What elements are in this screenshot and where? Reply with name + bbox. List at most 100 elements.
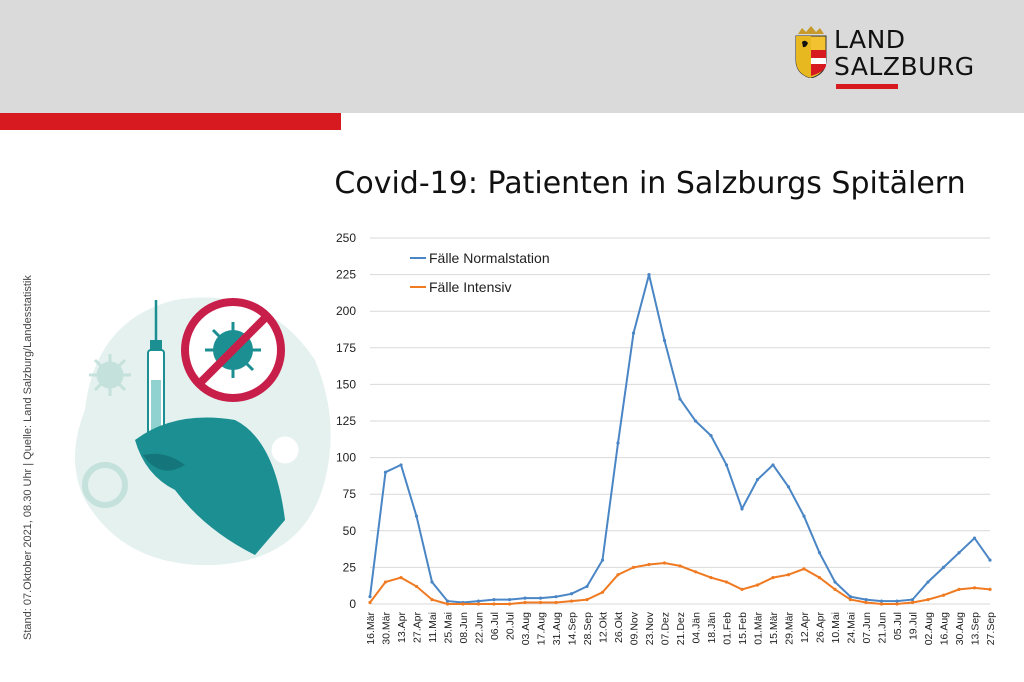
data-point [802,567,806,571]
x-tick-label: 16.Mär [365,612,377,645]
x-tick-label: 24.Mai [846,612,858,644]
data-point [399,463,403,467]
data-point [755,583,760,587]
data-point [786,573,791,577]
legend-label: Fälle Intensiv [429,279,511,295]
data-point [926,598,930,602]
data-point [383,470,388,474]
x-tick-label: 15.Feb [737,612,749,645]
x-tick-label: 13.Sep [970,612,982,645]
data-point [430,598,434,602]
x-tick-label: 12.Apr [799,611,811,642]
x-tick-label: 01.Feb [722,612,734,645]
x-tick-label: 19.Jul [908,612,920,640]
data-point [802,514,806,518]
legend-label: Fälle Normalstation [429,250,550,266]
y-tick-label: 225 [336,268,356,282]
data-point [941,593,946,597]
data-point [771,463,775,467]
data-point [569,599,574,603]
source-note: Stand: 07.Oktober 2021, 08.30 Uhr | Quel… [22,275,34,640]
data-point [492,598,496,602]
data-point [709,434,713,438]
data-point [445,599,450,603]
data-point [740,507,744,511]
data-point [445,602,450,606]
x-tick-label: 29.Mär [784,612,796,645]
data-point [755,477,760,482]
data-point [910,598,915,602]
data-point [585,584,589,589]
y-tick-label: 25 [343,560,357,574]
x-tick-label: 02.Aug [923,612,935,645]
data-point [848,595,853,599]
data-point [848,598,853,602]
data-point [507,598,512,602]
y-tick-label: 75 [343,487,357,501]
data-point [616,573,620,577]
data-point [523,596,527,600]
data-point [864,598,868,602]
data-point [724,580,729,584]
data-point [461,602,465,606]
x-tick-label: 07.Dez [660,612,672,645]
data-point [507,602,512,606]
coat-of-arms-icon [795,26,827,78]
data-point [368,600,372,605]
brand-name: LAND SALZBURG [834,26,975,80]
data-point [538,596,543,600]
data-point [647,273,651,277]
data-point [941,565,946,569]
data-point [988,587,992,591]
y-tick-label: 175 [336,341,356,355]
data-point [600,590,605,594]
data-point [631,565,636,569]
data-point [895,599,899,603]
data-point [895,602,899,606]
x-tick-label: 30.Mär [381,612,393,645]
data-point [833,580,837,584]
x-tick-label: 06.Jul [489,612,501,640]
x-tick-label: 22.Jun [474,612,486,644]
data-point [879,602,884,606]
data-point [678,564,682,568]
header-band [0,0,1024,113]
x-tick-label: 14.Sep [567,612,579,645]
hospital-patients-line-chart: 0 25 50 75 100 125 150 175 200 225 250 16.Mär 30.Mär… [336,231,997,645]
x-tick-label: 04.Jän [691,612,703,644]
x-tick-label: 17.Aug [536,612,548,645]
data-point [554,595,558,599]
data-point [678,397,682,401]
data-point [538,600,543,605]
data-point [430,580,434,584]
data-point [616,441,620,445]
y-tick-label: 125 [336,414,356,428]
x-tick-label: 05.Jul [892,612,904,640]
data-point [554,600,558,605]
data-point [476,599,481,603]
x-tick-label: 30.Aug [954,612,966,645]
data-point [476,602,481,606]
data-point [693,419,698,423]
x-tick-label: 07.Jun [861,612,873,644]
data-point [662,561,667,565]
y-tick-label: 250 [336,231,356,245]
y-tick-label: 150 [336,377,356,391]
x-tick-label: 18.Jän [706,612,718,644]
x-tick-label: 27.Sep [985,612,997,645]
x-tick-label: 09.Nov [629,611,641,645]
data-point [926,580,930,584]
x-tick-label: 31.Aug [551,612,563,645]
x-tick-label: 28.Sep [582,612,594,645]
brand-line-2: SALZBURG [834,52,975,81]
x-tick-label: 12.Okt [598,612,610,643]
x-tick-label: 11.Mai [427,612,439,643]
series-line [369,274,991,604]
x-tick-label: 27.Apr [412,611,424,642]
y-tick-label: 0 [349,597,356,611]
x-tick-label: 15.Mär [768,612,780,645]
data-point [988,558,992,562]
data-point [585,598,589,602]
data-point [383,580,388,584]
data-point [368,595,372,599]
